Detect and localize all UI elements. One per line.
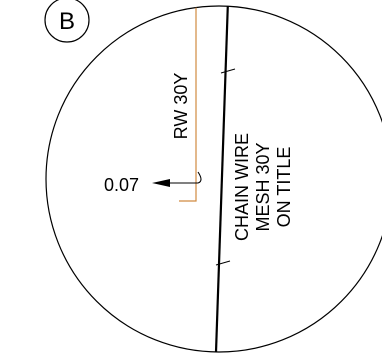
fence-tick-mark	[215, 260, 231, 266]
offset-leader	[152, 171, 202, 187]
fence-tick-mark	[220, 68, 236, 74]
fence-annotation: CHAIN WIRE MESH 30Y ON TITLE	[232, 133, 294, 241]
fence-annotation-line-2: MESH 30Y	[253, 142, 273, 231]
offset-arrowhead	[152, 179, 170, 187]
offset-value-label: 0.07	[104, 175, 139, 195]
detail-marker: B	[44, 0, 90, 43]
detail-viewport-circle	[45, 5, 382, 353]
boundary-fence-line	[214, 6, 230, 352]
retaining-wall-label: RW 30Y	[171, 73, 191, 140]
detail-marker-circle	[44, 0, 90, 43]
fence-annotation-line-3: ON TITLE	[274, 147, 294, 228]
detail-marker-label: B	[59, 8, 75, 35]
offset-leader-line	[170, 171, 202, 184]
retaining-wall-outline	[179, 6, 197, 202]
fence-annotation-line-1: CHAIN WIRE	[232, 133, 252, 241]
